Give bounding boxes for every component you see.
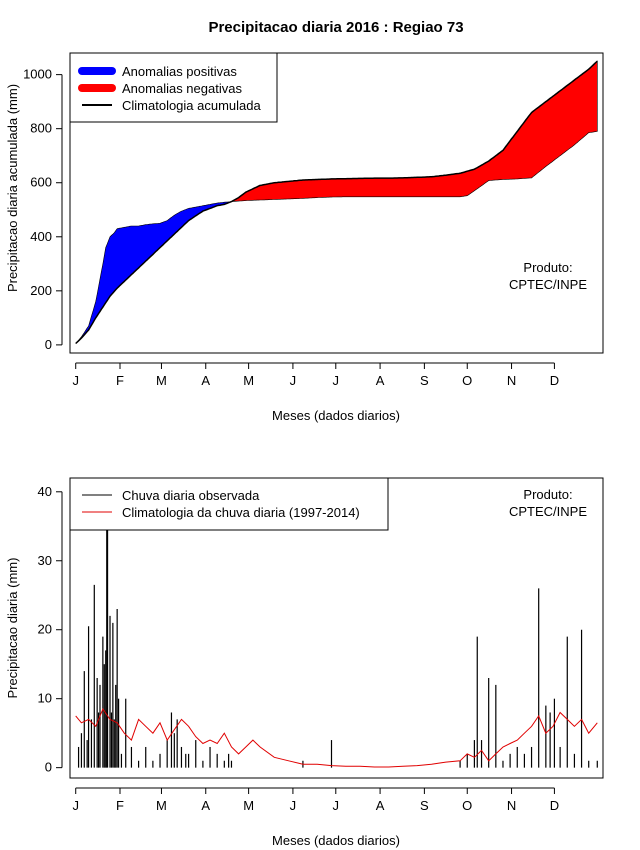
legend-positive-label: Anomalias positivas [122,64,237,79]
cumulative-y-axis: 0 200 400 600 800 1000 [23,67,63,352]
cumulative-y-tick-label: 1000 [23,67,52,82]
daily-month-label: F [116,798,124,813]
cumulative-panel: 0 200 400 600 800 1000 J F M A M J J A S O N D Precipita… [5,52,604,423]
daily-observed-bars [77,478,598,768]
daily-month-label: J [290,798,297,813]
daily-month-label: O [462,798,472,813]
daily-y-tick-label: 10 [38,691,52,706]
legend-negative-label: Anomalias negativas [122,81,242,96]
cumulative-month-label: F [116,373,124,388]
daily-y-tick-label: 30 [38,553,52,568]
chart-title: Precipitacao diaria 2016 : Regiao 73 [208,19,463,36]
positive-anomaly-area [75,201,232,344]
daily-month-label: M [156,798,167,813]
cumulative-month-label: S [420,373,429,388]
daily-month-label: J [333,798,340,813]
cumulative-legend: Anomalias positivas Anomalias negativas … [69,52,278,123]
daily-product-label-1: Produto: [523,487,572,502]
cumulative-y-tick-label: 0 [45,337,52,352]
legend-climatology-label: Climatologia acumulada [122,98,262,113]
cumulative-month-label: A [201,373,210,388]
cumulative-product-label-2: CPTEC/INPE [509,277,587,292]
daily-legend: Chuva diaria observada Climatologia da c… [69,477,389,531]
daily-month-label: D [550,798,559,813]
cumulative-month-label: J [333,373,340,388]
daily-y-tick-label: 0 [45,760,52,775]
cumulative-y-tick-label: 800 [30,121,52,136]
cumulative-month-label: A [376,373,385,388]
daily-month-label: A [201,798,210,813]
daily-product-label-2: CPTEC/INPE [509,504,587,519]
daily-month-label: A [376,798,385,813]
negative-anomaly-area [231,60,598,202]
daily-xlabel: Meses (dados diarios) [272,833,400,848]
daily-ylabel: Precipitacao diaria (mm) [5,558,20,699]
daily-month-label: N [507,798,516,813]
cumulative-product-label-1: Produto: [523,260,572,275]
cumulative-month-label: J [72,373,79,388]
daily-month-label: M [243,798,254,813]
daily-month-label: J [72,798,79,813]
daily-y-axis: 0 10 20 30 40 [38,484,63,775]
cumulative-month-label: O [462,373,472,388]
cumulative-y-tick-label: 400 [30,229,52,244]
cumulative-month-label: N [507,373,516,388]
cumulative-month-label: M [243,373,254,388]
cumulative-ylabel: Precipitacao diaria acumulada (mm) [5,84,20,292]
daily-y-tick-label: 40 [38,484,52,499]
cumulative-month-label: M [156,373,167,388]
cumulative-xlabel: Meses (dados diarios) [272,408,400,423]
daily-month-label: S [420,798,429,813]
cumulative-y-tick-label: 600 [30,175,52,190]
cumulative-month-label: D [550,373,559,388]
cumulative-climatology-line [75,60,598,345]
daily-legend-box [69,477,389,531]
daily-panel: 0 10 20 30 40 J F M A M J J A S O N D Precipitacao diar… [5,477,604,848]
legend-clim-daily-label: Climatologia da chuva diaria (1997-2014) [122,505,360,520]
cumulative-month-label: J [290,373,297,388]
cumulative-plot-frame [69,52,604,354]
legend-observed-label: Chuva diaria observada [122,488,260,503]
cumulative-y-tick-label: 200 [30,283,52,298]
daily-y-tick-label: 20 [38,622,52,637]
daily-climatology-line [75,707,598,768]
